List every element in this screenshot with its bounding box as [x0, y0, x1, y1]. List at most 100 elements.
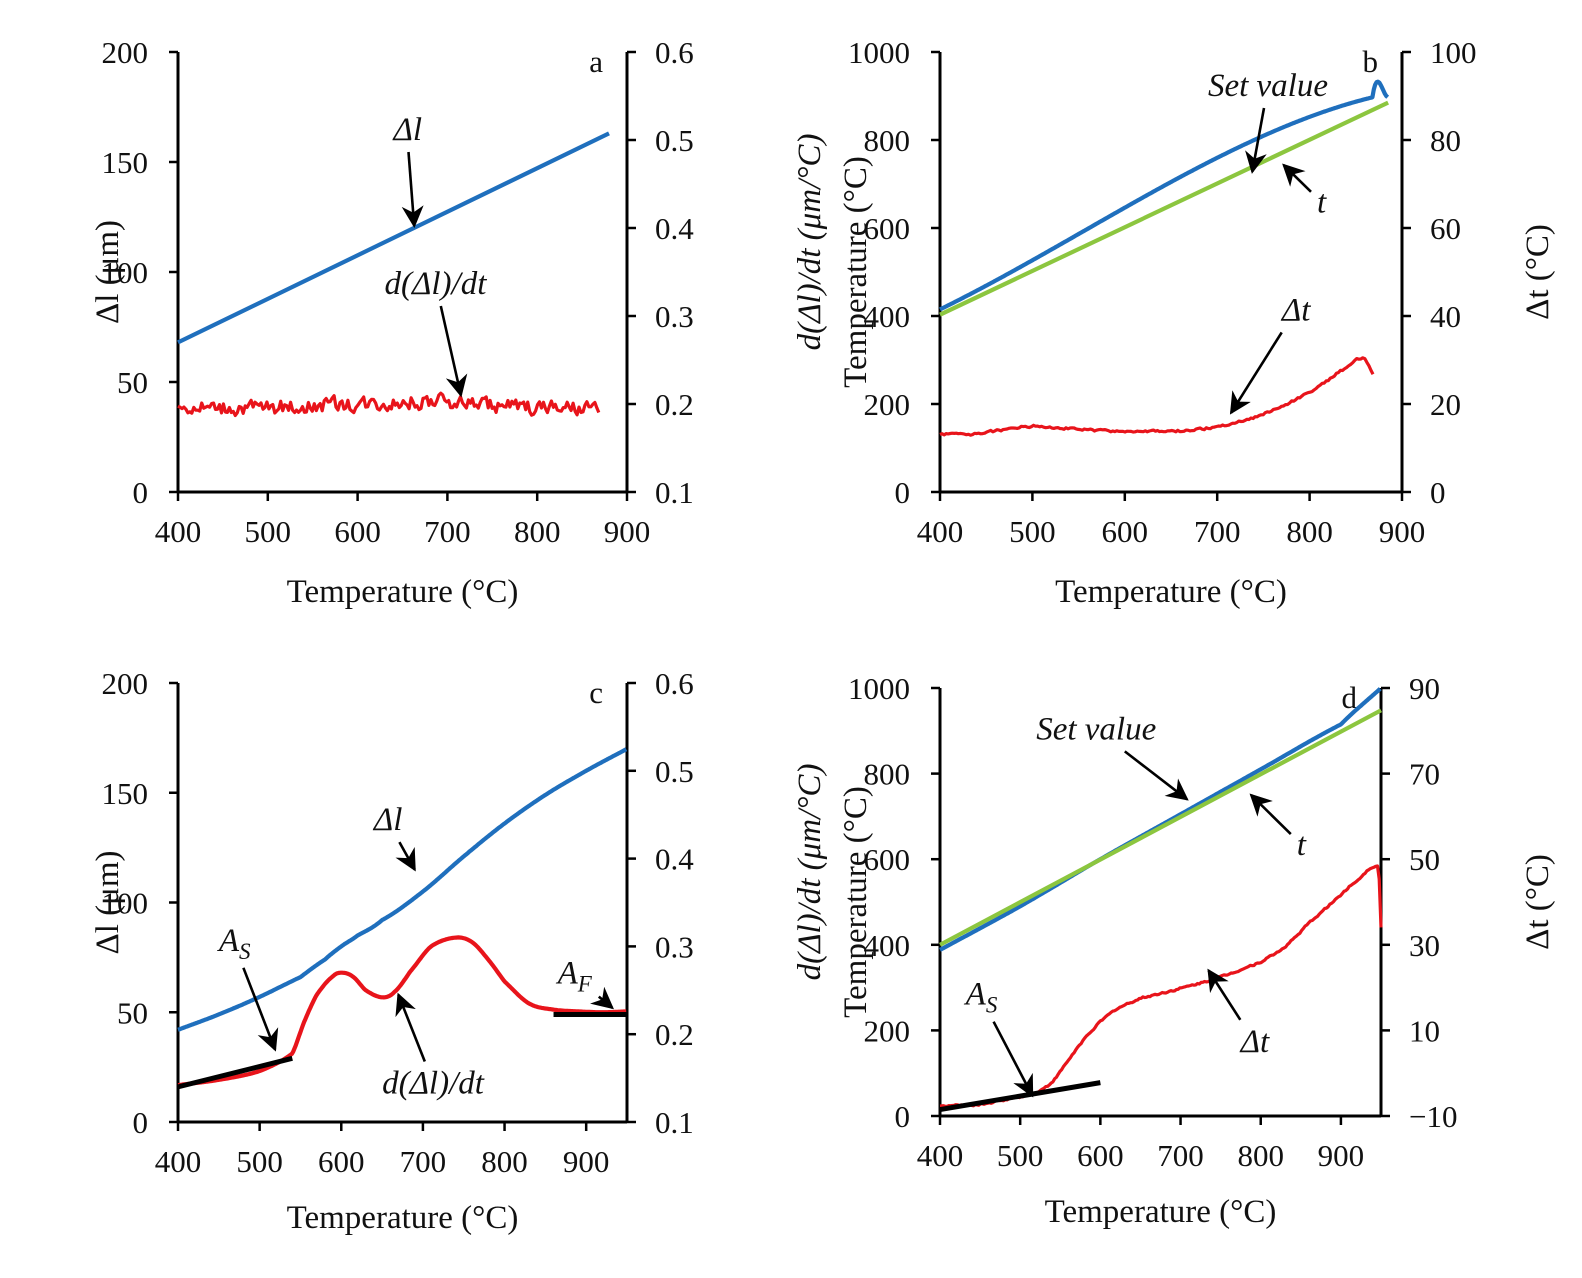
- series-line-1: [939, 708, 1382, 947]
- annotation-arrow: [1245, 107, 1267, 174]
- annotation-arrow: [992, 1021, 1034, 1098]
- x-tick-label: 700: [1194, 514, 1241, 549]
- x-tick-label: 900: [1379, 514, 1426, 549]
- y-tick-label: 200: [864, 387, 911, 422]
- x-tick-label: 500: [997, 1138, 1044, 1173]
- y2-axis-label: Δt (°C): [1520, 854, 1556, 950]
- y-axis-label: Temperature (°C): [838, 786, 874, 1018]
- y2-tick-label: −10: [1409, 1099, 1457, 1134]
- x-tick-label: 600: [1077, 1138, 1124, 1173]
- y-tick-label: 200: [102, 35, 149, 70]
- y2-tick-label: 100: [1430, 35, 1477, 70]
- x-axis-label: Temperature (°C): [1055, 574, 1287, 610]
- tangent-line-0: [939, 1080, 1101, 1113]
- series-line-0: [177, 131, 610, 345]
- y2-tick-label: 0.5: [655, 754, 694, 789]
- y2-tick-label: 40: [1430, 299, 1461, 334]
- x-axis-label: Temperature (°C): [287, 574, 519, 610]
- y2-tick-label: 50: [1409, 842, 1440, 877]
- x-tick-label: 700: [424, 514, 471, 549]
- y-tick-label: 600: [864, 842, 911, 877]
- annotation-label: Δl: [372, 802, 403, 838]
- y2-tick-label: 0.2: [655, 387, 694, 422]
- y2-tick-label: 0.1: [655, 475, 694, 510]
- annotation-label: Set value: [1208, 68, 1328, 104]
- y2-tick-label: 10: [1409, 1013, 1440, 1048]
- annotation-arrow: [1229, 331, 1283, 415]
- y-tick-label: 150: [102, 145, 149, 180]
- x-tick-label: 800: [481, 1144, 528, 1179]
- y2-tick-label: 80: [1430, 123, 1461, 158]
- annotation-arrow: [401, 151, 424, 228]
- annotation-arrow: [590, 986, 614, 1010]
- y-tick-label: 600: [864, 211, 911, 246]
- series-line-1: [939, 100, 1389, 317]
- y-tick-label: 800: [864, 757, 911, 792]
- y2-tick-label: 0.1: [655, 1105, 694, 1140]
- annotation-label: d(Δl)/dt: [382, 1065, 485, 1101]
- y-axis-label: Temperature (°C): [838, 156, 874, 388]
- annotation-arrow: [1249, 793, 1292, 836]
- y-axis-label: Δl (μm): [90, 220, 126, 324]
- annotation-label: Δt: [1239, 1024, 1270, 1060]
- y2-tick-label: 0.5: [655, 123, 694, 158]
- x-tick-label: 600: [318, 1144, 365, 1179]
- annotation-label: Δt: [1280, 292, 1311, 328]
- y-tick-label: 50: [117, 365, 148, 400]
- series-line-2: [939, 356, 1375, 437]
- annotation-arrow: [395, 841, 416, 872]
- y-tick-label: 1000: [848, 35, 910, 70]
- y-tick-label: 100: [102, 255, 149, 290]
- x-tick-label: 600: [1102, 514, 1149, 549]
- y2-tick-label: 90: [1409, 671, 1440, 706]
- y2-tick-label: 70: [1409, 757, 1440, 792]
- annotation-arrow: [1207, 968, 1242, 1021]
- tangent-line-0: [177, 1055, 293, 1090]
- y-axis-label-secondary: d(Δl)/dt (μm/°C): [792, 134, 828, 351]
- y-tick-label: 0: [895, 1099, 911, 1134]
- x-tick-label: 700: [1157, 1138, 1204, 1173]
- chart-panel-c: 400 500 600 700 800 900 0 50 100 150 200 0.1 0.2 0.3 0…: [90, 666, 694, 1236]
- chart-panel-d: 400 500 600 700 800 900 0 200 400 600 800 1000 −10 10…: [792, 671, 1556, 1230]
- annotation-arrow: [242, 967, 279, 1052]
- y2-tick-label: 0.3: [655, 929, 694, 964]
- y-tick-label: 400: [864, 928, 911, 963]
- y2-tick-label: 0.6: [655, 666, 694, 701]
- series-line-0: [177, 747, 628, 1032]
- y2-axis-label: Δt (°C): [1520, 224, 1556, 320]
- panel-label: c: [589, 675, 603, 710]
- x-tick-label: 600: [334, 514, 381, 549]
- x-tick-label: 400: [917, 1138, 964, 1173]
- x-tick-label: 500: [236, 1144, 283, 1179]
- y-tick-label: 200: [102, 666, 149, 701]
- y-axis-label-secondary: d(Δl)/dt (μm/°C): [792, 764, 828, 981]
- y2-tick-label: 20: [1430, 387, 1461, 422]
- series-line-1: [177, 935, 628, 1088]
- x-tick-label: 800: [514, 514, 561, 549]
- annotation-arrow: [439, 305, 468, 398]
- series-line-2: [939, 864, 1383, 1108]
- panel-label: a: [589, 44, 603, 79]
- y2-tick-label: 0.2: [655, 1017, 694, 1052]
- series-line-0: [939, 79, 1390, 312]
- y-tick-label: 50: [117, 995, 148, 1030]
- annotation-arrow: [1124, 750, 1189, 801]
- y2-tick-label: 0.4: [655, 211, 694, 246]
- y-tick-label: 100: [102, 886, 149, 921]
- chart-panel-a: 400 500 600 700 800 900 0 50 100 150 200 0.1 0.2 0.3 0…: [90, 35, 694, 610]
- y2-tick-label: 30: [1409, 928, 1440, 963]
- y-tick-label: 0: [895, 475, 911, 510]
- y-tick-label: 800: [864, 123, 911, 158]
- y2-tick-label: 0.6: [655, 35, 694, 70]
- annotation-arrow: [395, 992, 427, 1062]
- x-tick-label: 500: [245, 514, 292, 549]
- y2-tick-label: 0: [1430, 475, 1446, 510]
- panel-label: b: [1363, 44, 1379, 79]
- x-tick-label: 400: [917, 514, 964, 549]
- y-axis-label: Δl (μm): [90, 851, 126, 955]
- annotation-arrow: [1282, 163, 1312, 193]
- annotation-label: t: [1297, 827, 1307, 863]
- x-tick-label: 800: [1237, 1138, 1284, 1173]
- y-tick-label: 150: [102, 776, 149, 811]
